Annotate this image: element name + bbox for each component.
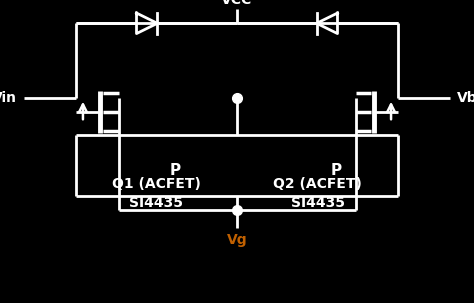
- Text: Vin: Vin: [0, 91, 17, 105]
- Text: Q2 (ACFET)
SI4435: Q2 (ACFET) SI4435: [273, 177, 362, 210]
- Text: P: P: [170, 163, 181, 178]
- Text: Vbatt: Vbatt: [457, 91, 474, 105]
- Text: P: P: [331, 163, 342, 178]
- Text: Vg: Vg: [227, 233, 247, 247]
- Text: VCC: VCC: [221, 0, 253, 7]
- Text: Q1 (ACFET)
SI4435: Q1 (ACFET) SI4435: [112, 177, 201, 210]
